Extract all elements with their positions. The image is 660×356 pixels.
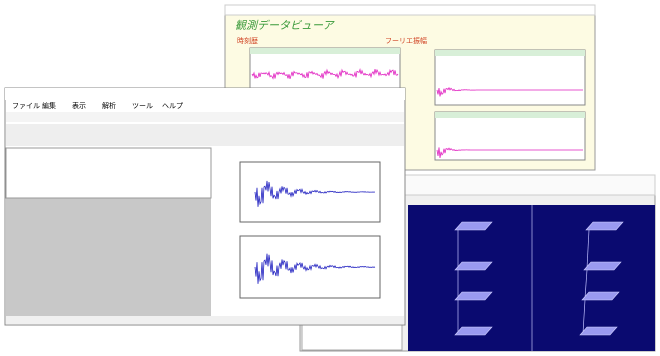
plot-header (435, 112, 585, 118)
viewer-title: 観測データビューア (235, 19, 336, 32)
plot-header (435, 50, 585, 56)
panel-label: フーリエ振幅 (385, 36, 427, 45)
data-table (6, 148, 211, 198)
toolbar (6, 124, 404, 146)
plot-header (250, 48, 400, 54)
plot-area (435, 112, 585, 160)
page: 観測データビューア 時刻歴 フーリエ振幅 ファイル編集表示解析ツールヘルプ ((… (0, 0, 660, 356)
title-bar (225, 5, 595, 15)
menu-item[interactable]: ファイル (12, 102, 40, 110)
main-window: ファイル編集 表示 解析 ツール ヘルプ (5, 88, 405, 325)
plot-area (435, 50, 585, 105)
menu-item[interactable]: ヘルプ (162, 102, 183, 110)
menu-item[interactable]: ツール (132, 102, 153, 110)
title-bar (5, 88, 405, 100)
menu-item[interactable]: 編集 (42, 101, 56, 110)
toolbar (6, 112, 404, 122)
status-bar (6, 316, 404, 324)
menu-item[interactable]: 解析 (102, 101, 116, 110)
panel-label: 時刻歴 (237, 36, 258, 45)
screenshot: 観測データビューア 時刻歴 フーリエ振幅 ファイル編集 表示 解析 ツール ヘルプ (0, 0, 660, 356)
menu-item[interactable]: 表示 (72, 101, 86, 110)
